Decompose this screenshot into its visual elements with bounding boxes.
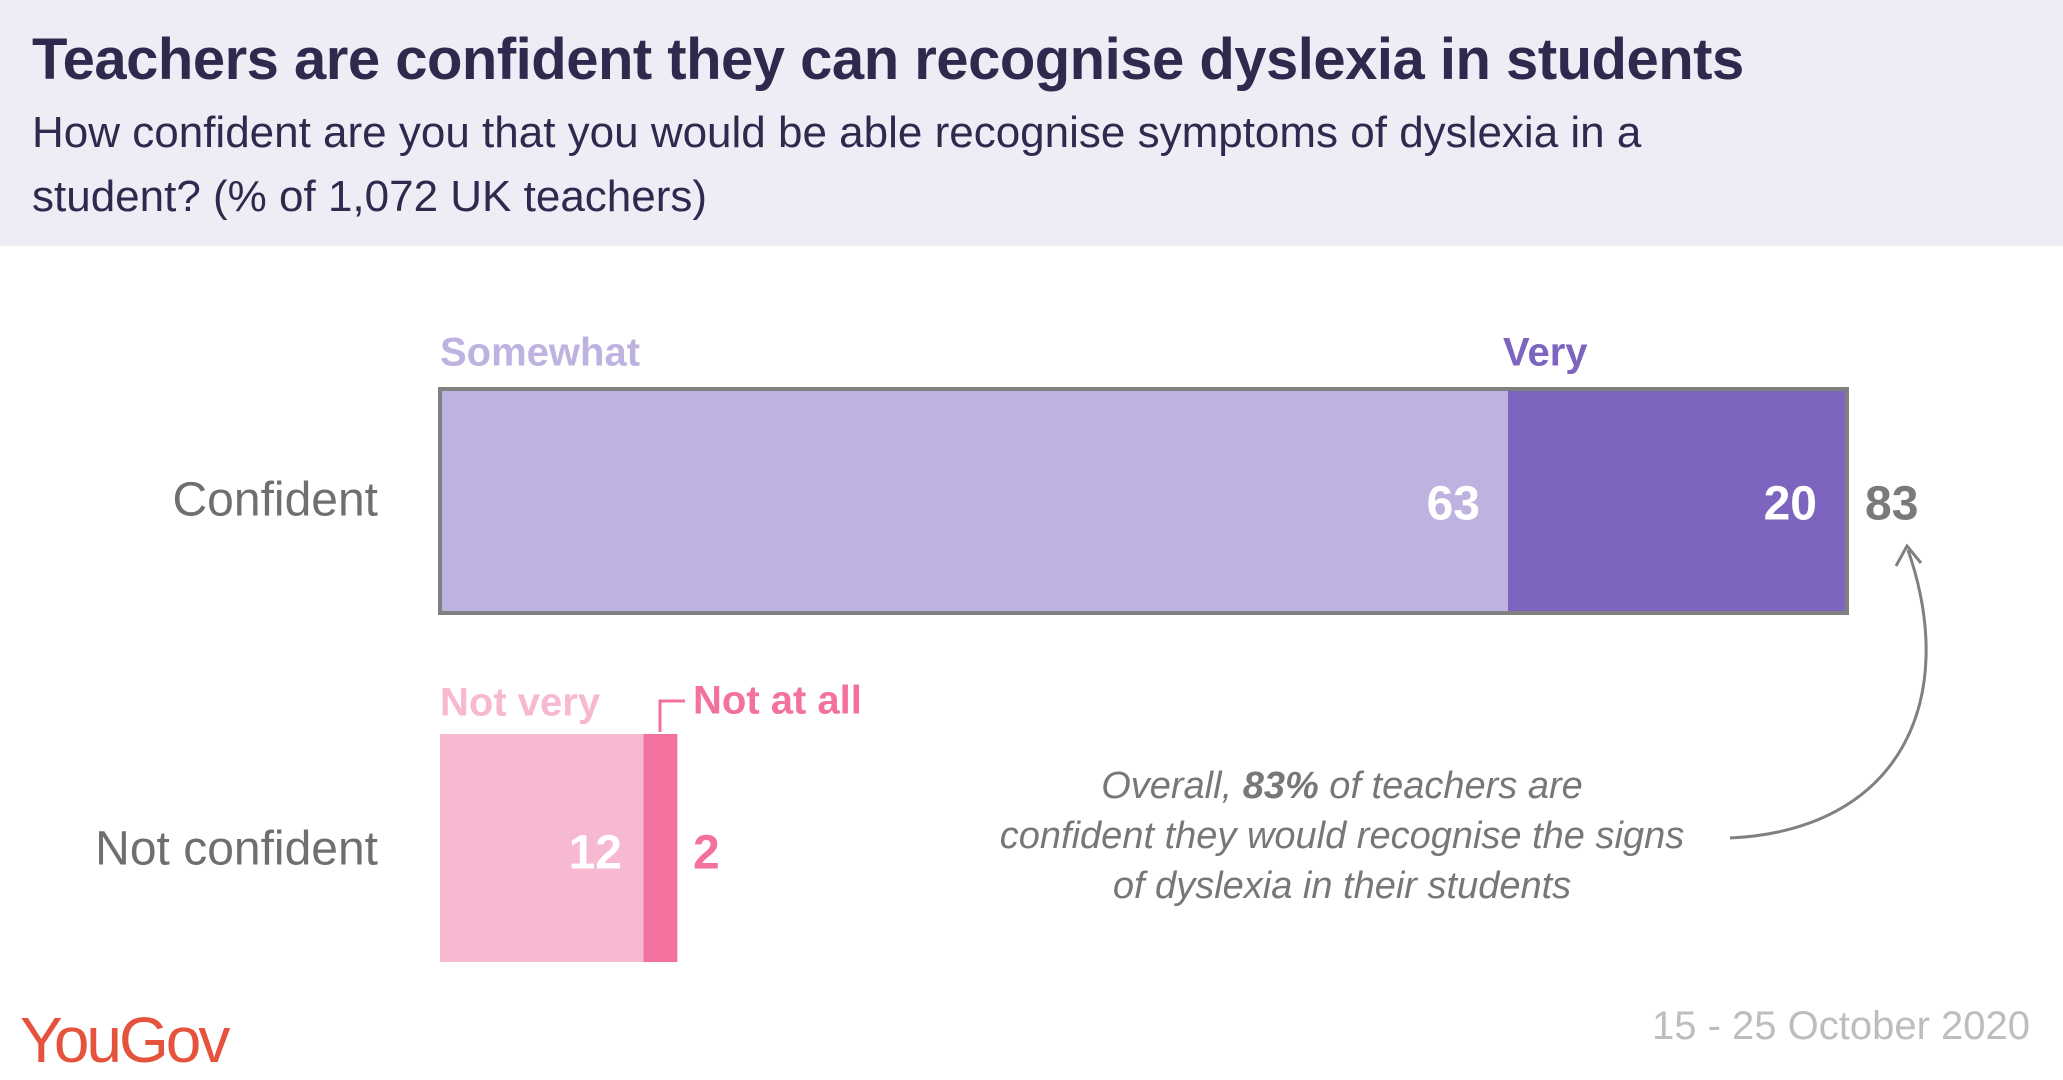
value-label-somewhat: 63 xyxy=(1426,477,1480,531)
arrow-head-icon xyxy=(1894,543,1923,567)
header-band xyxy=(0,0,2063,246)
bar-confident-outline xyxy=(438,387,1849,615)
bar-somewhat xyxy=(440,389,1508,613)
category-label-not-confident: Not confident xyxy=(95,822,378,876)
chart-title: Teachers are confident they can recognis… xyxy=(32,27,1744,92)
legend-somewhat: Somewhat xyxy=(440,330,641,375)
legend-not-at-all: Not at all xyxy=(693,678,862,723)
value-label-total-confident: 83 xyxy=(1865,477,1919,531)
value-label-not-very: 12 xyxy=(568,826,622,880)
yougov-logo: YouGov xyxy=(20,1004,230,1076)
chart-subtitle-line-2: student? (% of 1,072 UK teachers) xyxy=(32,172,708,221)
legend-not-very: Not very xyxy=(440,680,601,725)
value-label-very: 20 xyxy=(1763,477,1817,531)
bar-not-very xyxy=(440,734,644,962)
not-at-all-leader-line xyxy=(658,699,685,732)
annotation-line-1: Overall, 83% of teachers are xyxy=(1101,765,1583,807)
annotation-arrow xyxy=(1729,549,1928,840)
chart-subtitle-line-1: How confident are you that you would be … xyxy=(32,108,1642,157)
bar-very xyxy=(1507,389,1847,613)
fieldwork-date: 15 - 25 October 2020 xyxy=(1651,1004,2030,1048)
value-label-not-at-all: 2 xyxy=(693,826,720,880)
annotation-line-2: confident they would recognise the signs xyxy=(999,815,1685,857)
annotation-line-3: of dyslexia in their students xyxy=(1112,865,1572,907)
category-label-confident: Confident xyxy=(172,473,378,527)
legend-very: Very xyxy=(1503,330,1588,375)
bar-not-at-all xyxy=(643,734,678,962)
